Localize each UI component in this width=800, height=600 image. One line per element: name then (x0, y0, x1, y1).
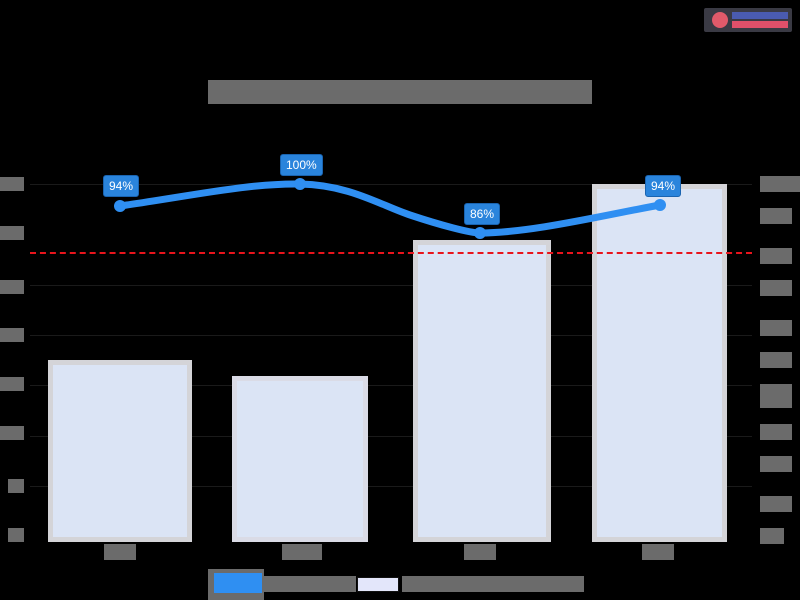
legend-swatch-bar[interactable] (357, 577, 399, 592)
logo-text-bottom (732, 21, 788, 28)
x-axis-label (642, 544, 674, 560)
left-axis-label (0, 426, 24, 440)
data-label: 94% (103, 175, 140, 197)
data-label: 100% (280, 154, 323, 176)
logo-text-top (732, 12, 788, 19)
right-axis-label (760, 424, 792, 440)
right-axis-label (760, 248, 792, 264)
data-label: 94% (645, 175, 682, 197)
x-axis-label (464, 544, 496, 560)
x-axis-label (282, 544, 322, 560)
globe-icon (712, 12, 728, 28)
gridline (30, 184, 752, 185)
bar-2[interactable] (232, 376, 368, 542)
right-axis-label (760, 456, 792, 472)
right-axis-label (760, 384, 792, 408)
gridline (30, 285, 752, 286)
legend-label-bar (402, 576, 584, 592)
right-axis-label (760, 528, 784, 544)
x-axis-label (104, 544, 136, 560)
brand-logo (704, 8, 792, 32)
data-label: 86% (464, 203, 501, 225)
gridline (30, 486, 752, 487)
left-axis-label (8, 479, 24, 493)
bar-4[interactable] (592, 184, 727, 542)
right-axis-label (760, 320, 792, 336)
gridline (30, 335, 752, 336)
left-axis-label (0, 280, 24, 294)
left-axis-label (0, 377, 24, 391)
right-axis-label (760, 208, 792, 224)
right-axis-label (760, 176, 800, 192)
target-line (30, 252, 752, 254)
right-axis-label (760, 280, 792, 296)
chart-title (208, 80, 592, 104)
bar-1[interactable] (48, 360, 192, 542)
left-axis-label (0, 177, 24, 191)
gridline (30, 436, 752, 437)
bar-3[interactable] (413, 240, 551, 542)
legend-swatch-line[interactable] (214, 573, 262, 593)
gridline (30, 385, 752, 386)
right-axis-label (760, 352, 792, 368)
left-axis-label (8, 528, 24, 542)
legend-label-line (264, 576, 356, 592)
left-axis-label (0, 328, 24, 342)
right-axis-label (760, 496, 792, 512)
left-axis-label (0, 226, 24, 240)
